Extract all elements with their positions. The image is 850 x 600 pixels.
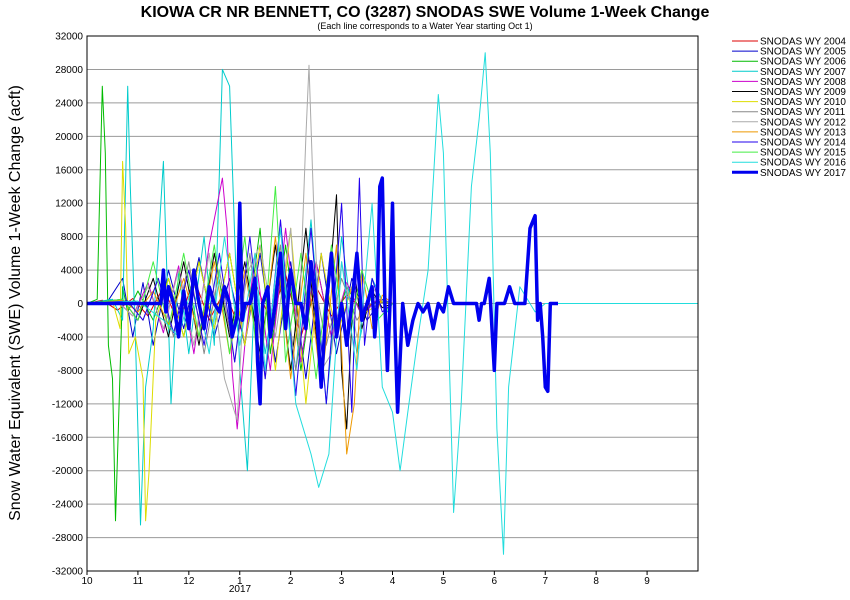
legend-entry: SNODAS WY 2005 [760,47,846,58]
legend-entry: SNODAS WY 2010 [760,97,846,108]
x-tick-label: 4 [390,576,396,587]
x-tick-label: 7 [542,576,548,587]
legend-entry: SNODAS WY 2014 [760,138,846,149]
y-tick-label: -28000 [52,533,84,544]
series-group [86,52,698,555]
legend-entry: SNODAS WY 2007 [760,67,846,78]
legend-entry: SNODAS WY 2006 [760,57,846,68]
legend-entry: SNODAS WY 2013 [760,127,846,138]
y-tick-labels: -32000 -28000 -24000 -20000 -16000 -12000 -800… [52,32,84,578]
x-tick-label: 8 [593,576,599,587]
legend-entry: SNODAS WY 2017 [760,168,846,179]
y-tick-label: -4000 [57,332,83,343]
legend-entry: SNODAS WY 2009 [760,87,846,98]
y-tick-label: 28000 [55,65,83,76]
chart-title: KIOWA CR NR BENNETT, CO (3287) SNODAS SW… [141,4,710,21]
y-tick-label: -20000 [52,466,84,477]
x-tick-label: 9 [644,576,650,587]
legend-entry: SNODAS WY 2012 [760,117,846,128]
y-tick-label: 20000 [55,132,83,143]
y-tick-label: 16000 [55,165,83,176]
legend-entry: SNODAS WY 2008 [760,77,846,88]
y-tick-label: -32000 [52,567,84,578]
y-tick-label: -16000 [52,433,84,444]
series-line-snodas-wy-2010 [86,160,393,522]
y-tick-label: 32000 [55,32,83,43]
x-tick-label: 11 [133,576,144,587]
x-tick-label: 10 [81,576,93,587]
x-tick-label: 5 [441,576,447,587]
x-year-label: 2017 [229,584,252,595]
legend-entry: SNODAS WY 2004 [760,37,846,48]
x-tick-label: 3 [339,576,345,587]
y-tick-label: 12000 [55,199,83,210]
y-tick-label: 4000 [61,266,84,277]
x-tick-label: 2 [288,576,294,587]
x-tick-label: 1 [237,576,243,587]
y-tick-label: 8000 [61,232,84,243]
y-tick-label: -8000 [57,366,83,377]
x-tick-label: 12 [183,576,195,587]
y-tick-label: 24000 [55,98,83,109]
chart-subtitle: (Each line corresponds to a Water Year s… [317,21,532,31]
series-line-snodas-wy-2017 [87,176,558,414]
y-tick-label: -24000 [52,500,84,511]
legend-entry: SNODAS WY 2016 [760,158,846,169]
y-tick-label: 0 [77,299,83,310]
legend-entry: SNODAS WY 2015 [760,148,846,159]
y-tick-label: -12000 [52,399,84,410]
x-tick-label: 6 [492,576,498,587]
legend-entry: SNODAS WY 2011 [760,107,846,118]
series-line-snodas-wy-2009 [86,194,393,430]
y-axis-label: Snow Water Equivalent (SWE) Volume 1-Wee… [7,85,24,521]
x-tick-labels: 10 11 12 1 2 3 4 5 6 7 8 9 [81,571,650,587]
